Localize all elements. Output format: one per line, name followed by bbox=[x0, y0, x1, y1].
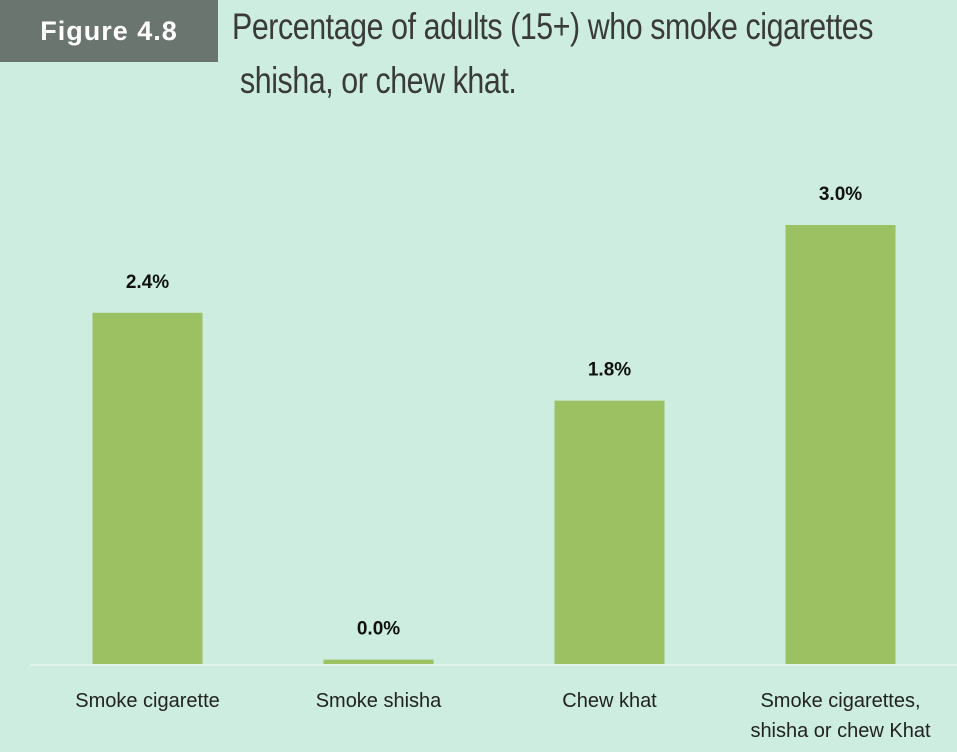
bar bbox=[92, 312, 203, 664]
value-label: 1.8% bbox=[588, 360, 631, 381]
value-label: 2.4% bbox=[126, 272, 169, 293]
figure-label: Figure 4.8 bbox=[0, 0, 218, 62]
x-tick-label: Chew khat bbox=[562, 690, 657, 712]
x-tick-label: Smoke cigarettes, shisha or chew Khat bbox=[750, 690, 931, 742]
bar bbox=[554, 400, 665, 664]
value-label: 3.0% bbox=[819, 184, 862, 205]
bar bbox=[785, 225, 896, 664]
chart-title: shisha, or chew khat. bbox=[240, 60, 517, 101]
x-tick-label: Smoke shisha bbox=[315, 690, 442, 712]
x-tick-label: Smoke cigarette bbox=[75, 690, 220, 712]
value-label: 0.0% bbox=[357, 619, 400, 640]
chart-title: Percentage of adults (15+) who smoke cig… bbox=[232, 6, 873, 47]
bar bbox=[323, 659, 434, 664]
